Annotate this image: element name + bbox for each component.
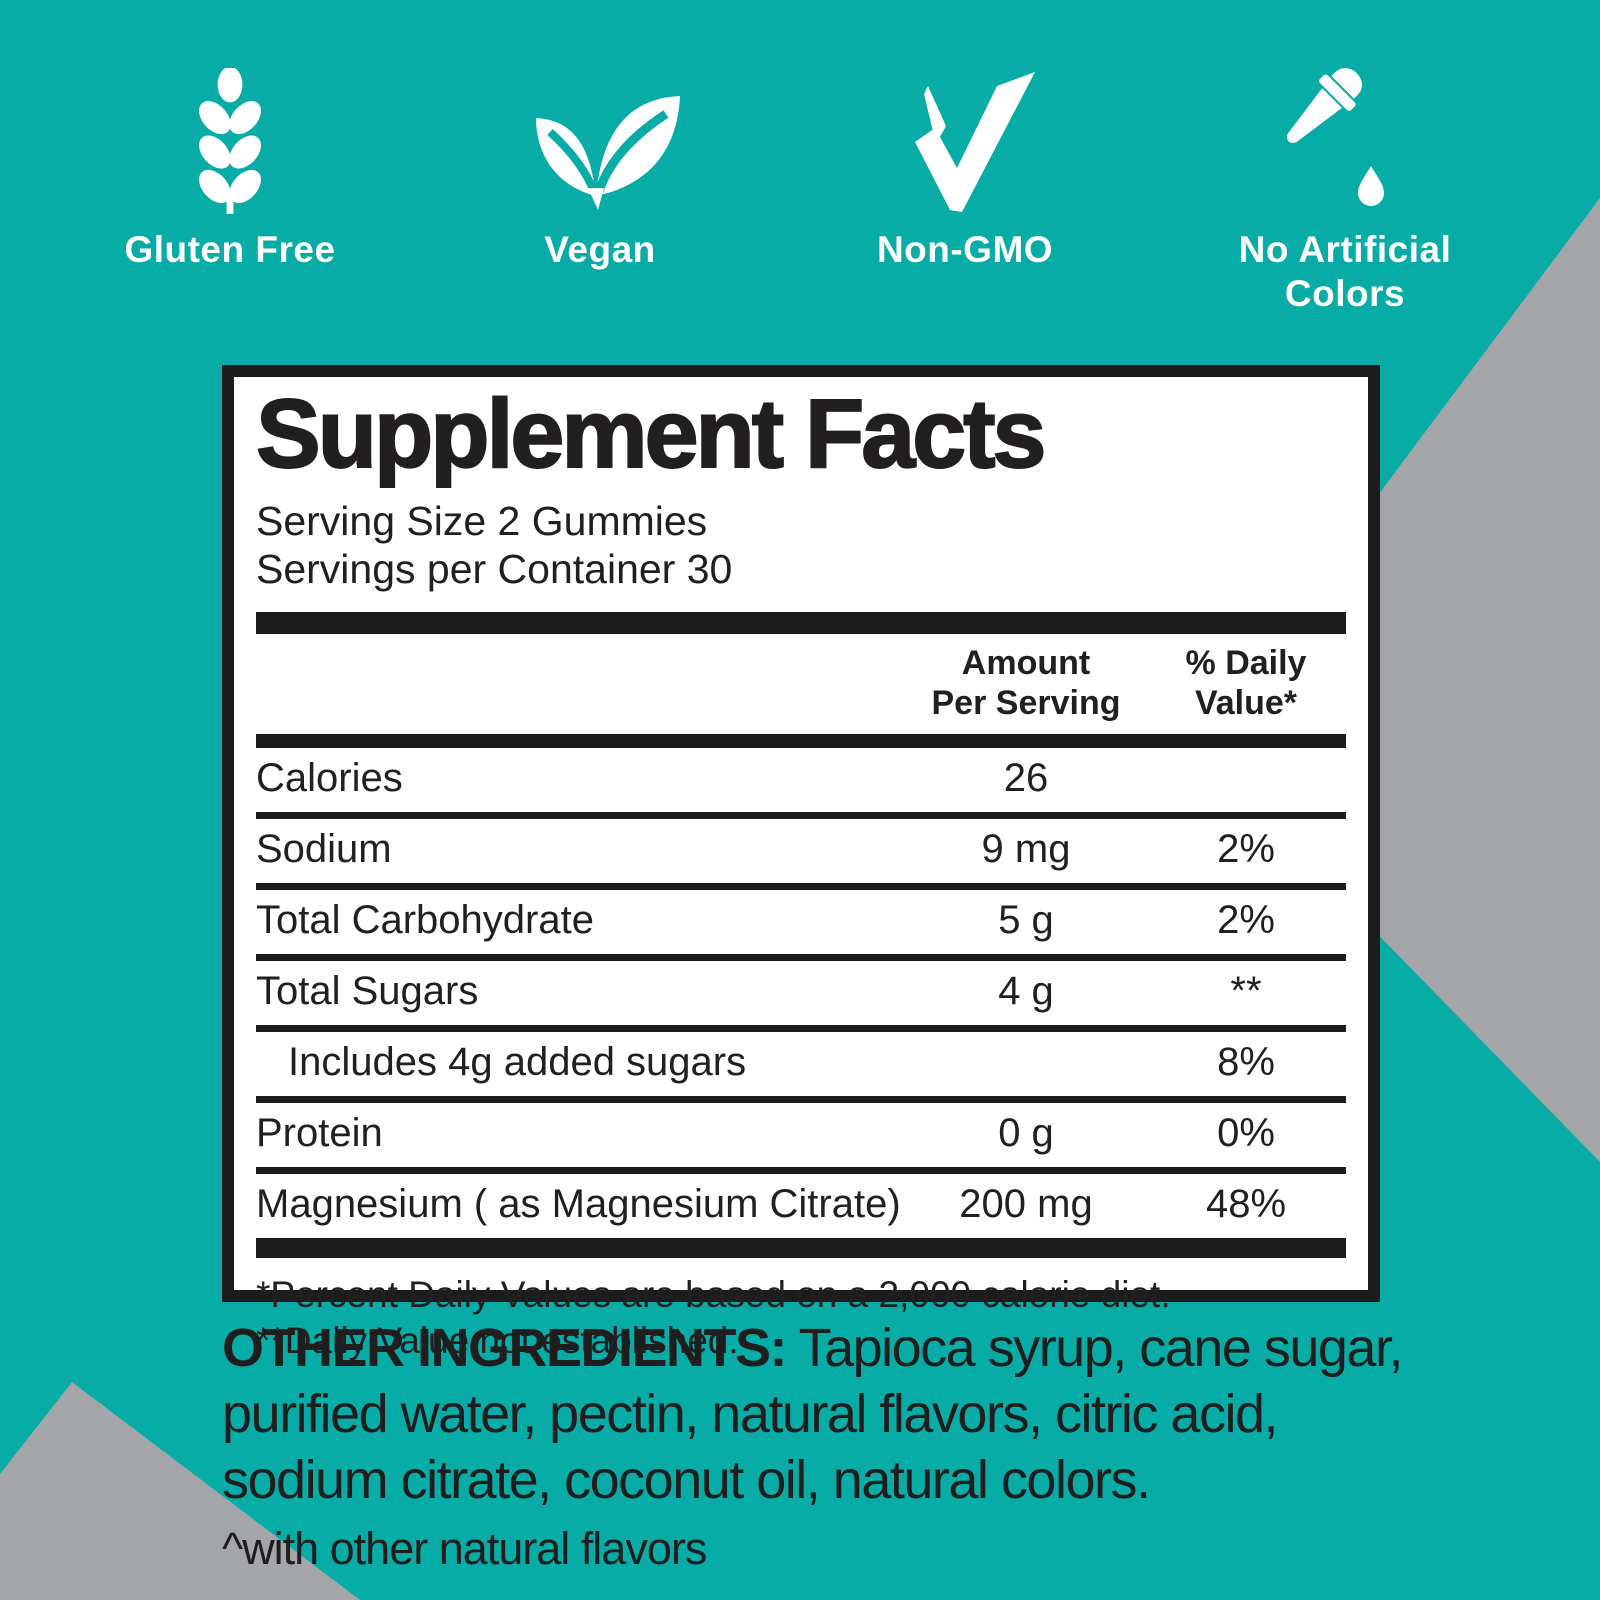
natural-flavors-footnote: ^with other natural flavors bbox=[222, 1522, 707, 1574]
other-ingredients-section: OTHER INGREDIENTS: Tapioca syrup, cane s… bbox=[222, 1316, 1407, 1577]
row-daily-value: 2% bbox=[1217, 827, 1275, 872]
row-daily-value: ** bbox=[1230, 969, 1262, 1014]
table-row: Total Carbohydrate 5 g 2% bbox=[256, 883, 1346, 954]
serving-size: Serving Size 2 Gummies bbox=[256, 497, 708, 544]
row-amount: 4 g bbox=[998, 969, 1054, 1014]
divider-thick-bottom bbox=[256, 1238, 1346, 1259]
row-daily-value: 2% bbox=[1217, 898, 1275, 943]
row-name: Magnesium ( as Magnesium Citrate) bbox=[256, 1182, 901, 1227]
row-daily-value: 0% bbox=[1217, 1111, 1275, 1156]
table-row: Total Sugars 4 g ** bbox=[256, 954, 1346, 1025]
row-amount: 5 g bbox=[998, 898, 1054, 943]
row-name: Protein bbox=[256, 1111, 383, 1156]
table-row: Magnesium ( as Magnesium Citrate) 200 mg… bbox=[256, 1167, 1346, 1238]
servings-per-container: Servings per Container 30 bbox=[256, 545, 733, 592]
table-row: Sodium 9 mg 2% bbox=[256, 812, 1346, 883]
badge-no-artificial-colors: No Artificial Colors bbox=[1225, 66, 1465, 317]
row-name: Sodium bbox=[256, 827, 392, 872]
row-name: Includes 4g added sugars bbox=[288, 1040, 747, 1085]
table-row: Protein 0 g 0% bbox=[256, 1096, 1346, 1167]
badge-non-gmo: Non-GMO bbox=[810, 66, 1120, 272]
row-name: Total Carbohydrate bbox=[256, 898, 594, 943]
dropper-icon bbox=[1225, 66, 1465, 214]
table-row: Includes 4g added sugars 8% bbox=[256, 1025, 1346, 1096]
badge-label: Gluten Free bbox=[124, 229, 336, 270]
row-daily-value: 8% bbox=[1217, 1040, 1275, 1085]
badge-label: Non-GMO bbox=[876, 229, 1054, 270]
badge-label: No Artificial Colors bbox=[1238, 229, 1452, 315]
footnote-not-established: **Daily Value not established. bbox=[256, 1320, 739, 1362]
row-amount: 200 mg bbox=[959, 1182, 1093, 1227]
amount-column-header: Amount Per Serving bbox=[931, 643, 1121, 722]
row-amount: 0 g bbox=[998, 1111, 1054, 1156]
row-amount: 9 mg bbox=[981, 827, 1071, 872]
supplement-facts-panel: Supplement Facts Serving Size 2 Gummies … bbox=[222, 365, 1380, 1361]
other-ingredients-text: OTHER INGREDIENTS: Tapioca syrup, cane s… bbox=[222, 1316, 1407, 1514]
row-name: Calories bbox=[256, 756, 403, 801]
other-ingredients-list: Tapioca syrup, cane sugar, purified wate… bbox=[222, 1318, 1403, 1510]
footnote-daily-values: *Percent Daily Values are based on a 2,0… bbox=[256, 1274, 1171, 1316]
vegan-leaves-icon bbox=[450, 66, 750, 214]
row-amount: 26 bbox=[1003, 756, 1049, 801]
table-row: Calories 26 bbox=[256, 748, 1346, 812]
row-daily-value: 48% bbox=[1205, 1182, 1287, 1227]
divider-header bbox=[256, 734, 1346, 749]
daily-value-column-header: % Daily Value* bbox=[1185, 643, 1307, 722]
badge-gluten-free: Gluten Free bbox=[80, 66, 380, 272]
wheat-icon bbox=[80, 66, 380, 214]
row-name: Total Sugars bbox=[256, 969, 479, 1014]
divider-thick-top bbox=[256, 611, 1346, 634]
other-ingredients-label: OTHER INGREDIENTS: bbox=[222, 1318, 788, 1378]
panel-title: Supplement Facts bbox=[255, 379, 1047, 488]
checkmark-sprout-icon bbox=[810, 66, 1120, 214]
table-header: Amount Per Serving % Daily Value* bbox=[256, 634, 1346, 734]
badge-vegan: Vegan bbox=[450, 66, 750, 272]
badge-label: Vegan bbox=[544, 229, 656, 270]
